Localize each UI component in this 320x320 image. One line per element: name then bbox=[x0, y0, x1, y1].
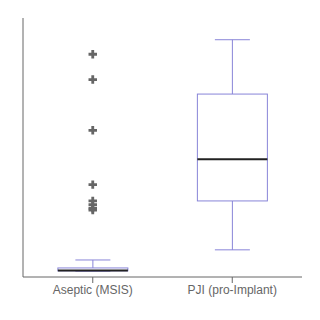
svg-text:PJI (pro-Implant): PJI (pro-Implant) bbox=[188, 283, 277, 297]
svg-text:Aseptic (MSIS): Aseptic (MSIS) bbox=[53, 283, 133, 297]
